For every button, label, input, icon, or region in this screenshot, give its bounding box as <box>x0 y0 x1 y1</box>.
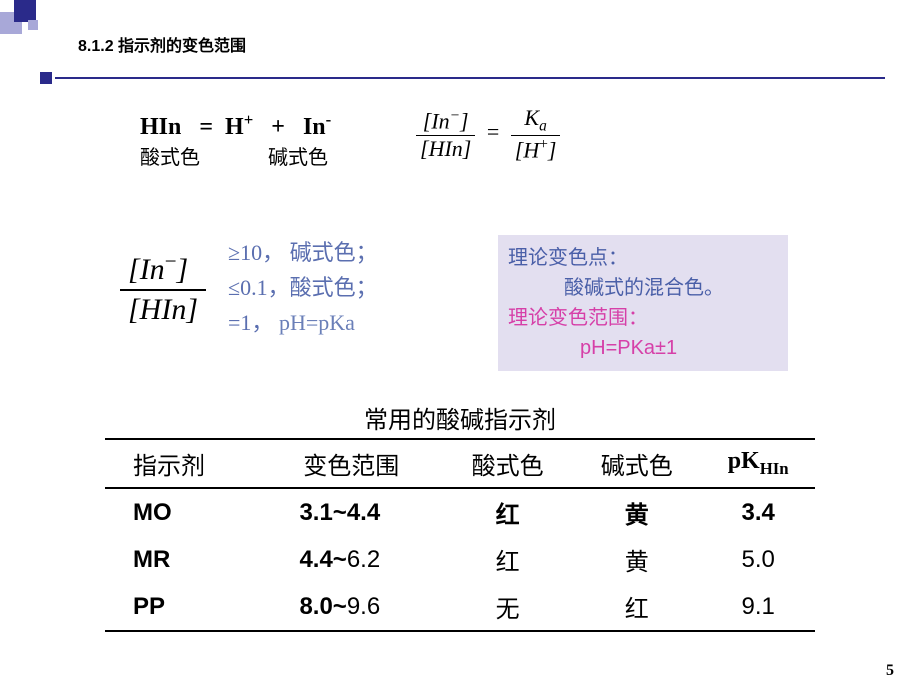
ka-expression: [In−] [HIn] = Ka [H+] <box>416 105 560 164</box>
table-row: PP 8.0~9.6 无 红 9.1 <box>105 583 815 631</box>
cond-eq1: =1， pH=pKa <box>228 305 378 340</box>
info-l2: 酸碱式的混合色。 <box>508 273 778 303</box>
info-l1: 理论变色点： <box>508 243 778 273</box>
base-color-label: 碱式色 <box>268 147 328 169</box>
cond-ge10: ≥10， 碱式色； <box>228 235 378 270</box>
equilibrium-equation: HIn = H+ + In- 酸式色 碱式色 <box>140 110 331 171</box>
theory-info-box: 理论变色点： 酸碱式的混合色。 理论变色范围： pH=PKa±1 <box>498 235 788 371</box>
eq-hin: HIn <box>140 114 181 140</box>
acid-color-label: 酸式色 <box>140 147 200 169</box>
corner-decoration <box>0 0 70 50</box>
table-header-row: 指示剂 变色范围 酸式色 碱式色 pKHIn <box>105 439 815 488</box>
title-underline <box>55 77 885 79</box>
info-l4: pH=PKa±1 <box>508 333 778 363</box>
info-l3: 理论变色范围： <box>508 303 778 333</box>
indicator-table: 指示剂 变色范围 酸式色 碱式色 pKHIn MO 3.1~4.4 红 黄 3.… <box>105 438 815 632</box>
bullet-decoration <box>40 72 52 84</box>
page-number: 5 <box>886 662 894 680</box>
cond-le01: ≤0.1，酸式色； <box>228 270 378 305</box>
title-text: 8.1.2 指示剂的变色范围 <box>78 38 246 55</box>
table-row: MR 4.4~6.2 红 黄 5.0 <box>105 536 815 583</box>
table-title: 常用的酸碱指示剂 <box>0 400 920 435</box>
table-row: MO 3.1~4.4 红 黄 3.4 <box>105 488 815 536</box>
page-title: 8.1.2 指示剂的变色范围 <box>78 32 246 56</box>
